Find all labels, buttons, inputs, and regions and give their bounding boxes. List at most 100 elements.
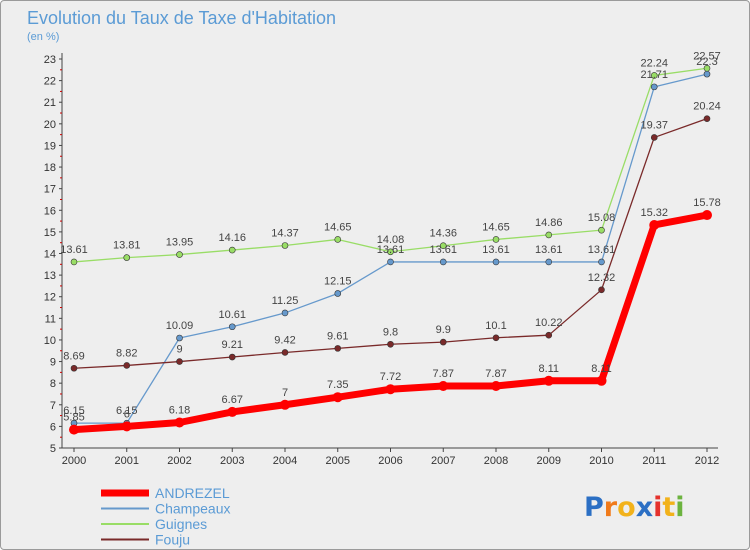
x-tick-label: 2010 — [589, 455, 613, 467]
y-tick-label: 22 — [44, 76, 56, 88]
data-point — [598, 226, 605, 234]
data-label: 13.61 — [377, 244, 405, 256]
logo-letter: t — [662, 492, 675, 523]
data-label: 15.32 — [640, 207, 668, 219]
x-tick-label: 2012 — [695, 455, 719, 467]
y-tick-label: 11 — [45, 313, 56, 325]
data-point — [492, 258, 500, 266]
data-point — [598, 258, 605, 266]
data-point — [703, 70, 711, 78]
data-point — [596, 375, 607, 386]
data-label: 6 — [124, 408, 130, 420]
x-tick-label: 2011 — [642, 455, 666, 467]
data-label: 8.11 — [538, 363, 559, 375]
data-point — [545, 258, 553, 266]
y-tick-label: 23 — [44, 54, 56, 66]
data-label: 9.21 — [222, 339, 243, 351]
x-tick-label: 2001 — [115, 455, 139, 467]
x-tick-label: 2004 — [273, 455, 297, 467]
data-label: 13.61 — [60, 244, 88, 256]
data-label: 7.87 — [433, 368, 454, 380]
y-tick-label: 19 — [44, 140, 56, 152]
x-tick-label: 2005 — [326, 455, 350, 467]
data-label: 6.67 — [222, 394, 243, 406]
x-tick-label: 2002 — [167, 455, 191, 467]
data-label: 13.81 — [113, 240, 141, 252]
y-tick-label: 9 — [50, 357, 56, 369]
data-label: 14.86 — [535, 217, 563, 229]
data-point — [703, 115, 711, 122]
proxiti-logo: Proxiti — [584, 492, 685, 523]
data-point — [123, 362, 131, 369]
logo-letter: i — [675, 492, 684, 523]
data-label: 13.61 — [588, 244, 616, 256]
data-point — [281, 349, 289, 356]
y-tick-label: 5 — [50, 443, 56, 455]
data-point — [387, 340, 394, 348]
data-point — [70, 258, 78, 266]
y-tick-label: 20 — [44, 119, 56, 131]
x-tick-label: 2006 — [378, 455, 402, 467]
data-label: 9.42 — [274, 334, 295, 346]
data-point — [438, 380, 449, 391]
axes: 5 6 7 8 9 10 11 12 13 14 15 16 17 18 19 20 21 22 23 2000 200… — [44, 53, 719, 467]
data-label: 6.18 — [169, 404, 190, 416]
x-tick-label: 2000 — [62, 455, 86, 467]
data-label: 6.15 — [63, 405, 84, 417]
data-label: 9.8 — [383, 326, 398, 338]
data-point — [334, 236, 342, 243]
series-layer — [69, 64, 712, 435]
data-label: 13.61 — [535, 244, 563, 256]
data-point — [228, 246, 236, 254]
data-labels: 13.61 13.81 13.95 14.16 14.37 14.65 14.08 14.36… — [60, 50, 721, 423]
data-label: 10.09 — [166, 320, 194, 332]
data-point — [439, 258, 447, 266]
logo-letter: o — [617, 492, 636, 523]
data-label: 11.25 — [272, 295, 299, 307]
data-point — [650, 72, 658, 79]
x-tick-label: 2003 — [220, 455, 244, 467]
data-label: 14.08 — [377, 234, 405, 246]
y-tick-label: 7 — [50, 400, 56, 412]
logo-letter: P — [584, 492, 604, 523]
y-tick-label: 17 — [44, 184, 56, 196]
data-label: 14.65 — [482, 221, 510, 233]
data-label: 8.11 — [591, 363, 612, 375]
data-point — [280, 399, 290, 410]
logo-letter: x — [636, 492, 653, 523]
data-point — [649, 219, 660, 230]
legend-label: Champeaux — [155, 501, 231, 517]
data-label: 10.22 — [535, 317, 563, 329]
data-label: 15.08 — [588, 212, 616, 224]
data-point — [281, 242, 289, 249]
data-label: 9 — [176, 344, 182, 356]
chart-title: Evolution du Taux de Taxe d'Habitation — [27, 8, 336, 28]
data-label: 22.24 — [640, 57, 668, 69]
y-tick-label: 16 — [44, 205, 56, 217]
y-tick-label: 21 — [44, 97, 56, 109]
data-point — [334, 290, 342, 297]
data-point — [598, 286, 605, 294]
data-point — [176, 251, 183, 258]
data-point — [176, 358, 183, 365]
data-label: 9.9 — [436, 324, 451, 336]
data-label: 9.61 — [327, 330, 348, 342]
data-point — [545, 231, 553, 239]
data-point — [121, 421, 132, 432]
y-tick-label: 10 — [44, 335, 56, 347]
data-point — [227, 406, 238, 417]
data-label: 13.61 — [429, 244, 457, 256]
data-point — [491, 380, 501, 391]
data-point — [70, 364, 78, 372]
data-point — [281, 309, 289, 317]
y-tick-label: 13 — [44, 270, 56, 282]
data-point — [228, 323, 236, 331]
legend-label: Guignes — [155, 516, 207, 532]
y-tick-label: 12 — [44, 292, 56, 304]
data-label: 12.32 — [588, 272, 616, 284]
y-tick-label: 14 — [44, 249, 56, 261]
data-point — [439, 338, 447, 346]
data-label: 22.3 — [696, 56, 717, 68]
